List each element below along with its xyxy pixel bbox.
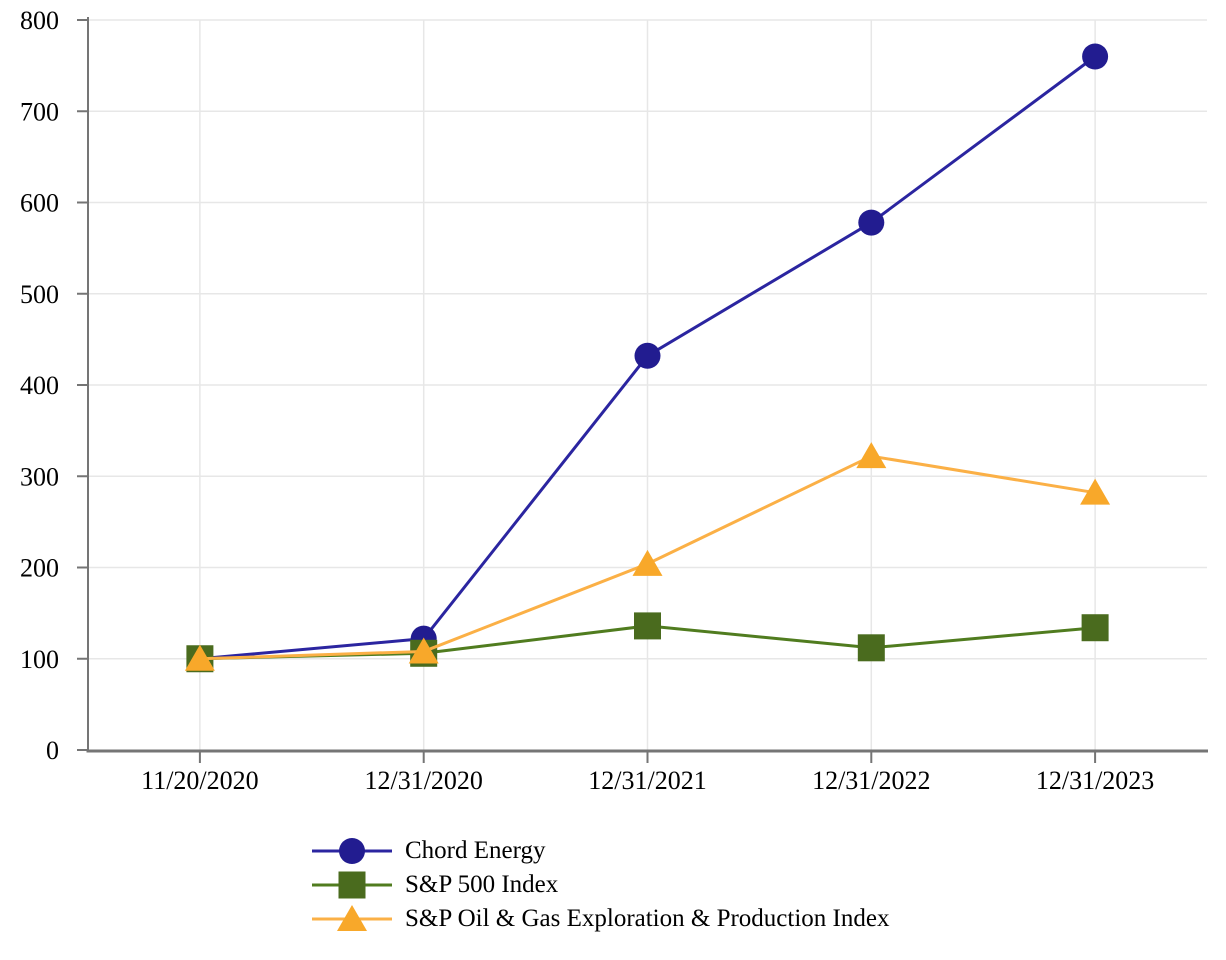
y-tick-label: 600: [20, 189, 59, 218]
legend-marker-shape: [338, 871, 366, 899]
legend-square-glyph: [312, 871, 392, 899]
x-tick-label: 12/31/2022: [812, 766, 930, 795]
point-chord-energy-4: [1082, 43, 1109, 70]
point-sandp-500-index-2: [634, 612, 661, 640]
point-sandp-500-index-4: [1081, 614, 1109, 642]
legend: Chord Energy S&P 500 Index S&P Oil & Gas…: [312, 834, 889, 936]
gridlines: [88, 19, 1207, 750]
x-tick-label: 11/20/2020: [141, 766, 258, 795]
legend-marker-square-icon: [312, 868, 398, 902]
legend-marker-triangle-icon: [312, 902, 398, 936]
series-sandp-oil-and-gas-exploration-and-production-index: [184, 442, 1111, 671]
legend-item-chord-energy: Chord Energy: [312, 834, 889, 868]
point-chord-energy-3: [858, 209, 885, 236]
legend-label: S&P Oil & Gas Exploration & Production I…: [405, 905, 890, 932]
legend-circle-glyph: [312, 838, 392, 864]
point-sandp-oil-and-gas-exploration-and-production-index-1: [408, 637, 439, 664]
y-tick-label: 0: [46, 736, 59, 765]
legend-label: Chord Energy: [405, 837, 546, 864]
y-tick-label: 700: [20, 97, 59, 126]
point-sandp-oil-and-gas-exploration-and-production-index-4: [1080, 478, 1111, 505]
point-sandp-oil-and-gas-exploration-and-production-index-2: [632, 549, 663, 576]
y-tick-label: 800: [20, 6, 59, 35]
legend-item-sp-oil-gas-index: S&P Oil & Gas Exploration & Production I…: [312, 902, 889, 936]
axis-labels: 0 100 200 300 400 500 600 700 800 11/20/2020 12/31…: [20, 6, 1154, 795]
y-tick-label: 500: [20, 280, 59, 309]
legend-marker-circle-icon: [312, 834, 398, 868]
x-tick-label: 12/31/2021: [588, 766, 706, 795]
point-sandp-oil-and-gas-exploration-and-production-index-3: [856, 442, 887, 469]
legend-marker-shape: [339, 838, 365, 864]
point-sandp-oil-and-gas-exploration-and-production-index-0: [184, 644, 215, 671]
legend-item-sp-500-index: S&P 500 Index: [312, 868, 889, 902]
point-chord-energy-2: [634, 342, 661, 369]
legend-triangle-glyph: [312, 905, 392, 931]
y-tick-label: 300: [20, 462, 59, 491]
axes: [77, 17, 1208, 763]
x-tick-label: 12/31/2020: [364, 766, 482, 795]
legend-marker-shape: [337, 905, 367, 931]
y-tick-label: 100: [20, 645, 59, 674]
point-sandp-500-index-3: [857, 634, 885, 662]
y-tick-label: 200: [20, 554, 59, 583]
x-tick-label: 12/31/2023: [1036, 766, 1154, 795]
legend-label: S&P 500 Index: [405, 871, 559, 898]
y-tick-label: 400: [20, 371, 59, 400]
